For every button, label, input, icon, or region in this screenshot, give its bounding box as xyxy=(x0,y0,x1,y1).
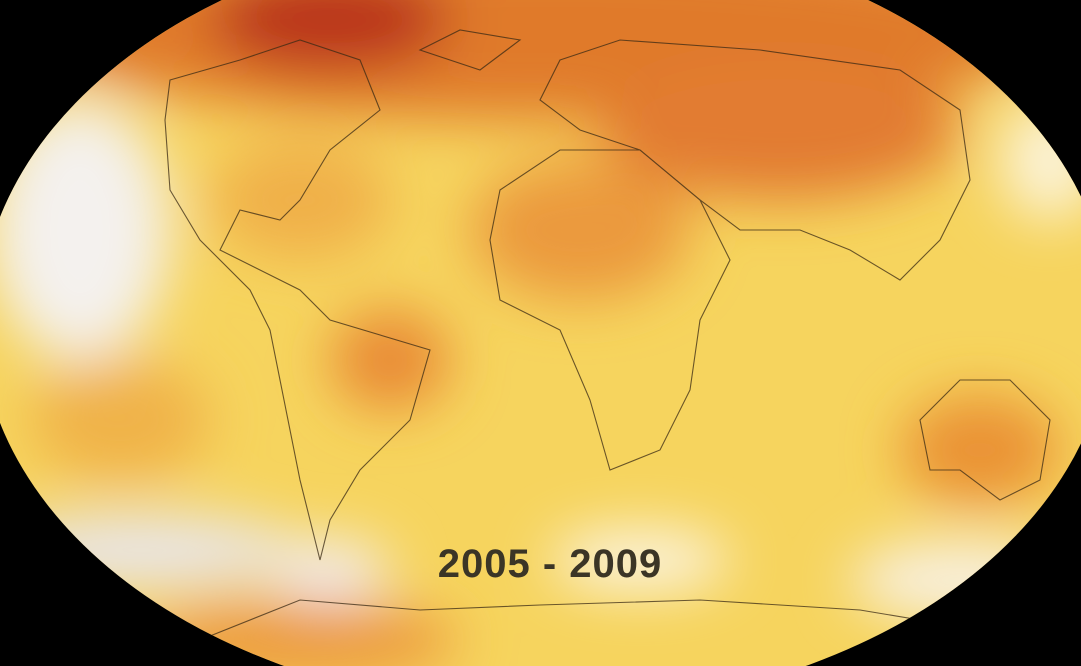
coastlines xyxy=(164,29,1051,641)
period-label: 2005 - 2009 xyxy=(438,542,663,586)
